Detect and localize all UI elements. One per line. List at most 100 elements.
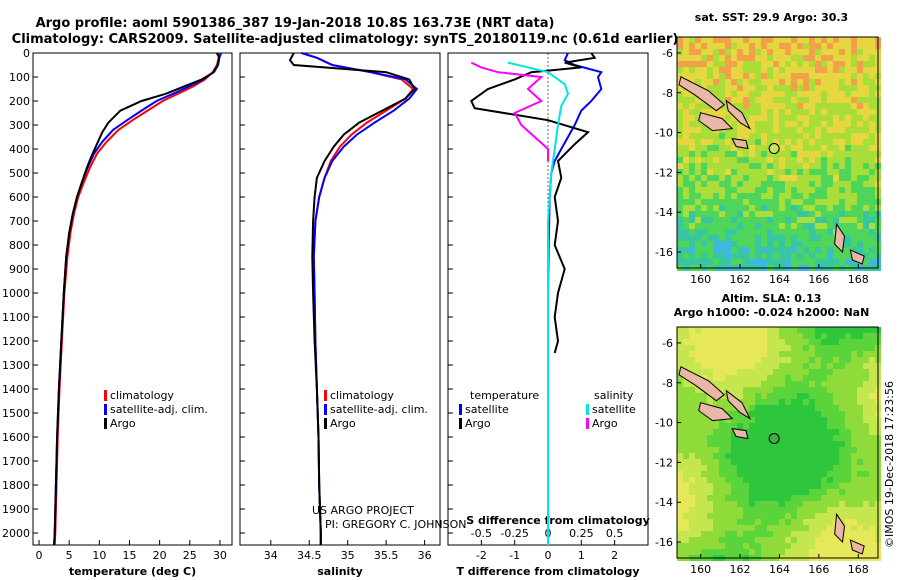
field-cell bbox=[839, 375, 845, 381]
field-cell bbox=[815, 91, 821, 97]
x-axis-label: temperature (deg C) bbox=[69, 565, 196, 578]
field-cell bbox=[851, 471, 857, 477]
field-cell bbox=[707, 339, 713, 345]
field-cell bbox=[863, 525, 869, 531]
field-cell bbox=[869, 247, 875, 253]
field-cell bbox=[815, 217, 821, 223]
field-cell bbox=[725, 193, 731, 199]
field-cell bbox=[677, 393, 683, 399]
field-cell bbox=[767, 61, 773, 67]
field-cell bbox=[683, 109, 689, 115]
field-cell bbox=[785, 187, 791, 193]
field-cell bbox=[863, 351, 869, 357]
field-cell bbox=[749, 537, 755, 543]
field-cell bbox=[737, 363, 743, 369]
field-cell bbox=[815, 537, 821, 543]
field-cell bbox=[689, 97, 695, 103]
field-cell bbox=[869, 175, 875, 181]
field-cell bbox=[737, 259, 743, 265]
field-cell bbox=[821, 369, 827, 375]
field-cell bbox=[683, 519, 689, 525]
field-cell bbox=[689, 387, 695, 393]
field-cell bbox=[719, 115, 725, 121]
field-cell bbox=[725, 73, 731, 79]
field-cell bbox=[731, 229, 737, 235]
field-cell bbox=[815, 435, 821, 441]
field-cell bbox=[821, 513, 827, 519]
field-cell bbox=[827, 435, 833, 441]
field-cell bbox=[695, 49, 701, 55]
field-cell bbox=[797, 501, 803, 507]
field-cell bbox=[731, 121, 737, 127]
field-cell bbox=[815, 49, 821, 55]
field-cell bbox=[743, 465, 749, 471]
field-cell bbox=[707, 519, 713, 525]
field-cell bbox=[851, 363, 857, 369]
field-cell bbox=[731, 381, 737, 387]
field-cell bbox=[863, 175, 869, 181]
island bbox=[678, 76, 726, 112]
field-cell bbox=[785, 375, 791, 381]
field-cell bbox=[755, 163, 761, 169]
field-cell bbox=[725, 513, 731, 519]
field-cell bbox=[809, 217, 815, 223]
field-cell bbox=[701, 453, 707, 459]
field-cell bbox=[701, 217, 707, 223]
field-cell bbox=[773, 549, 779, 555]
field-cell bbox=[767, 127, 773, 133]
field-cell bbox=[845, 459, 851, 465]
field-cell bbox=[725, 459, 731, 465]
field-cell bbox=[839, 97, 845, 103]
field-cell bbox=[803, 133, 809, 139]
field-cell bbox=[731, 73, 737, 79]
field-cell bbox=[821, 441, 827, 447]
field-cell bbox=[827, 405, 833, 411]
field-cell bbox=[677, 387, 683, 393]
y-tick-label: 1000 bbox=[2, 287, 30, 300]
y-tick-label: 1100 bbox=[2, 311, 30, 324]
field-cell bbox=[713, 381, 719, 387]
legend-label: salinity bbox=[594, 389, 634, 402]
map-x-tick-label: 164 bbox=[769, 273, 790, 286]
field-cell bbox=[821, 121, 827, 127]
field-cell bbox=[683, 447, 689, 453]
field-cell bbox=[851, 91, 857, 97]
field-cell bbox=[695, 543, 701, 549]
field-cell bbox=[689, 169, 695, 175]
field-cell bbox=[719, 211, 725, 217]
field-cell bbox=[749, 211, 755, 217]
field-cell bbox=[863, 549, 869, 555]
map-frame bbox=[676, 326, 879, 559]
field-cell bbox=[863, 121, 869, 127]
field-cell bbox=[773, 459, 779, 465]
field-cell bbox=[761, 423, 767, 429]
field-cell bbox=[809, 199, 815, 205]
field-cell bbox=[803, 513, 809, 519]
field-cell bbox=[713, 229, 719, 235]
field-cell bbox=[719, 145, 725, 151]
field-cell bbox=[815, 405, 821, 411]
field-cell bbox=[767, 489, 773, 495]
field-cell bbox=[785, 489, 791, 495]
field-cell bbox=[815, 483, 821, 489]
field-cell bbox=[863, 393, 869, 399]
field-cell bbox=[713, 441, 719, 447]
field-cell bbox=[689, 229, 695, 235]
field-cell bbox=[803, 115, 809, 121]
field-cell bbox=[779, 151, 785, 157]
field-cell bbox=[731, 217, 737, 223]
field-cell bbox=[749, 423, 755, 429]
field-cell bbox=[779, 405, 785, 411]
field-cell bbox=[713, 549, 719, 555]
field-cell bbox=[827, 369, 833, 375]
field-cell bbox=[821, 507, 827, 513]
field-cell bbox=[731, 519, 737, 525]
field-cell bbox=[719, 97, 725, 103]
field-cell bbox=[701, 187, 707, 193]
field-cell bbox=[863, 495, 869, 501]
field-cell bbox=[857, 441, 863, 447]
field-cell bbox=[833, 447, 839, 453]
field-cell bbox=[755, 333, 761, 339]
field-cell bbox=[785, 519, 791, 525]
field-cell bbox=[749, 151, 755, 157]
